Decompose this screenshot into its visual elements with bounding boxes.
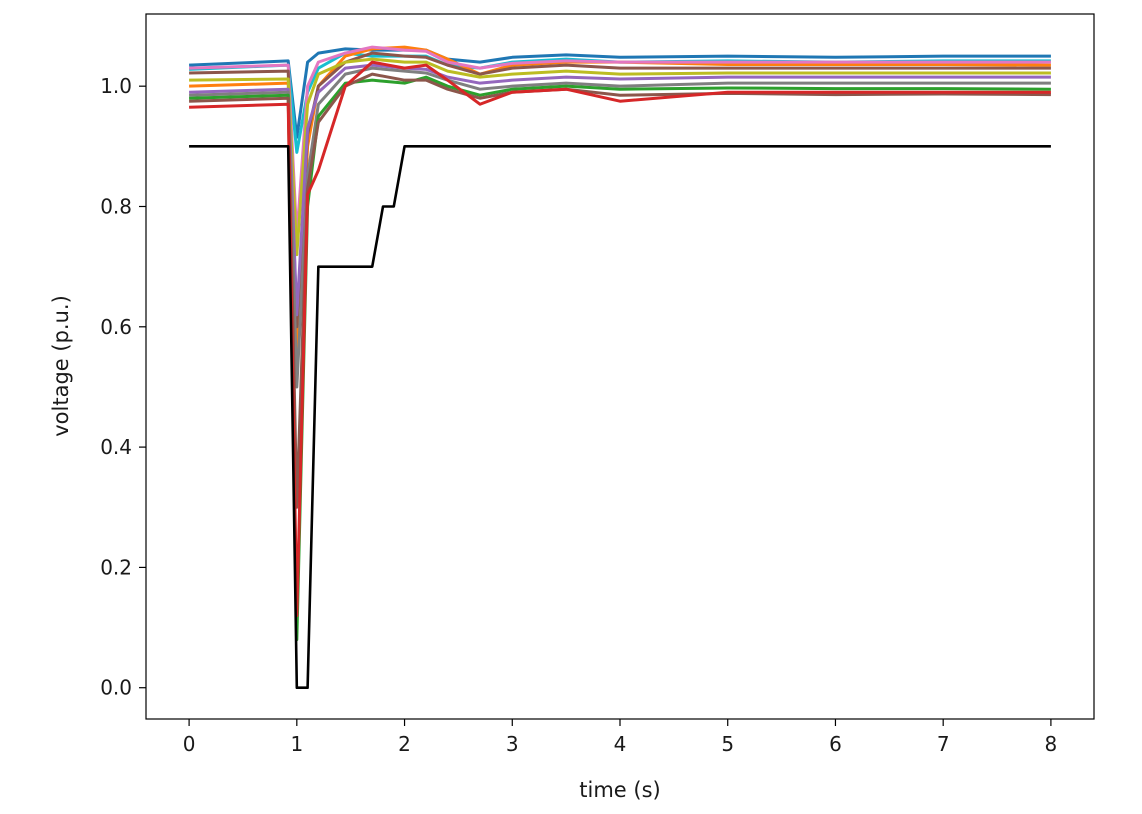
- x-tick-label: 7: [937, 732, 950, 756]
- x-axis-label: time (s): [579, 778, 660, 802]
- y-tick-label: 1.0: [100, 74, 132, 98]
- x-axis: 0 1 2 3 4 5 6 7 8: [183, 719, 1058, 756]
- plot-area: [189, 45, 1051, 690]
- x-tick-label: 2: [398, 732, 411, 756]
- y-tick-label: 0.6: [100, 315, 132, 339]
- y-axis-label: voltage (p.u.): [49, 295, 73, 437]
- y-tick-label: 0.2: [100, 555, 132, 579]
- x-tick-label: 4: [614, 732, 627, 756]
- x-tick-label: 8: [1045, 732, 1058, 756]
- series-line-12: [189, 145, 1051, 690]
- y-axis: 0.0 0.2 0.4 0.6 0.8 1.0: [100, 74, 146, 700]
- series-line-11: [189, 60, 1051, 618]
- x-tick-label: 0: [183, 732, 196, 756]
- y-tick-label: 0.4: [100, 435, 132, 459]
- y-tick-label: 0.0: [100, 676, 132, 700]
- series-line-6: [189, 57, 1051, 257]
- x-tick-label: 6: [829, 732, 842, 756]
- y-tick-label: 0.8: [100, 194, 132, 218]
- x-tick-label: 5: [721, 732, 734, 756]
- x-tick-label: 1: [290, 732, 303, 756]
- x-tick-label: 3: [506, 732, 519, 756]
